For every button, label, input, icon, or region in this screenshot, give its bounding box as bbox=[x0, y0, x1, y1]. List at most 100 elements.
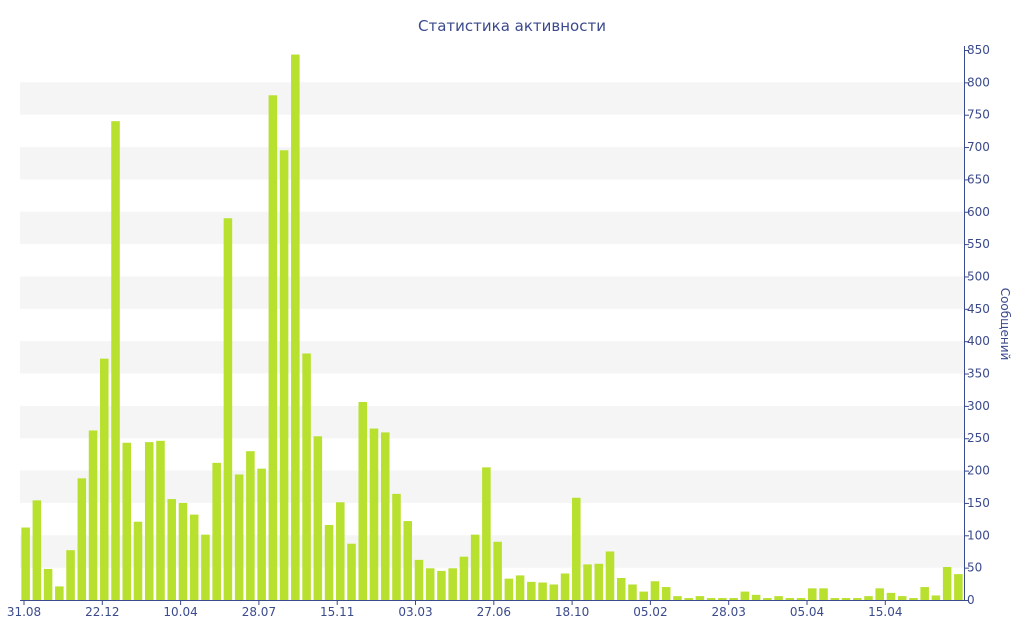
grid-band bbox=[20, 405, 964, 439]
bar bbox=[178, 502, 188, 600]
bar bbox=[875, 588, 884, 600]
y-tick-label: 550 bbox=[967, 237, 990, 251]
bar bbox=[729, 598, 738, 600]
bar bbox=[201, 534, 210, 600]
bars bbox=[21, 54, 963, 601]
x-tick-label: 18.10 bbox=[555, 605, 589, 619]
grid-band bbox=[20, 276, 964, 309]
bar bbox=[841, 598, 851, 600]
y-tick-label: 500 bbox=[967, 269, 990, 283]
x-tick-label: 15.11 bbox=[320, 605, 354, 619]
bar bbox=[774, 596, 783, 600]
bar bbox=[313, 436, 323, 600]
bar bbox=[358, 402, 368, 600]
bar bbox=[650, 581, 660, 600]
y-axis-ticks: 0 50 100 150 200 250 300 350 400 450 500 550 600 650 7… bbox=[964, 43, 990, 607]
y-tick-label: 0 bbox=[967, 593, 975, 607]
bar bbox=[920, 587, 929, 600]
y-tick-label: 800 bbox=[967, 75, 990, 89]
bar bbox=[223, 218, 233, 601]
bar bbox=[189, 514, 199, 600]
bar bbox=[21, 527, 30, 600]
bar bbox=[830, 598, 840, 600]
bar bbox=[493, 541, 502, 600]
y-tick-label: 600 bbox=[967, 205, 990, 219]
y-tick-label: 300 bbox=[967, 399, 990, 413]
x-tick-label: 05.02 bbox=[633, 605, 667, 619]
y-tick-label: 450 bbox=[967, 302, 990, 316]
y-tick-label: 650 bbox=[967, 172, 990, 186]
y-tick-label: 200 bbox=[967, 464, 990, 478]
bar bbox=[212, 462, 221, 600]
y-tick-label: 700 bbox=[967, 140, 990, 154]
bar bbox=[864, 596, 873, 600]
bar bbox=[538, 582, 547, 600]
bar bbox=[43, 568, 53, 600]
bar bbox=[167, 499, 176, 600]
bar bbox=[111, 121, 120, 601]
bar bbox=[763, 598, 772, 600]
bar bbox=[954, 574, 963, 600]
y-tick-label: 750 bbox=[967, 108, 990, 122]
y-tick-label: 850 bbox=[967, 43, 990, 57]
bar bbox=[403, 521, 412, 600]
bar bbox=[234, 474, 244, 600]
bar bbox=[66, 550, 75, 600]
bar bbox=[448, 568, 457, 600]
x-tick-label: 15.04 bbox=[868, 605, 902, 619]
bar bbox=[156, 440, 165, 600]
bar bbox=[808, 588, 817, 600]
bar bbox=[796, 598, 806, 600]
x-tick-label: 05.04 bbox=[790, 605, 824, 619]
bar bbox=[852, 598, 862, 600]
bar bbox=[504, 578, 514, 600]
grid-band bbox=[20, 211, 964, 245]
bar bbox=[291, 54, 300, 600]
grid-band bbox=[20, 147, 964, 180]
grid-band bbox=[20, 535, 964, 568]
bar bbox=[482, 467, 491, 600]
bar bbox=[549, 584, 559, 600]
bar bbox=[785, 598, 795, 600]
x-tick-label: 28.03 bbox=[712, 605, 746, 619]
bar bbox=[909, 598, 918, 600]
bar bbox=[133, 521, 143, 600]
x-tick-label: 28.07 bbox=[242, 605, 276, 619]
x-tick-label: 10.04 bbox=[163, 605, 197, 619]
bar bbox=[583, 564, 592, 600]
grid-band bbox=[20, 470, 964, 503]
bar bbox=[100, 358, 109, 600]
bar bbox=[336, 502, 345, 600]
y-tick-label: 150 bbox=[967, 496, 990, 510]
grid-band bbox=[20, 82, 964, 115]
bar bbox=[380, 432, 390, 600]
bar bbox=[527, 581, 536, 600]
bar bbox=[347, 543, 356, 600]
bar bbox=[572, 497, 581, 600]
y-tick-label: 400 bbox=[967, 334, 990, 348]
bar bbox=[144, 442, 154, 600]
chart-title: Статистика активности bbox=[418, 17, 606, 35]
bar bbox=[55, 586, 64, 600]
bar bbox=[279, 150, 289, 601]
bar bbox=[684, 598, 693, 600]
x-tick-label: 22.12 bbox=[85, 605, 119, 619]
bar bbox=[32, 500, 42, 600]
bar bbox=[639, 591, 648, 600]
bar bbox=[437, 570, 446, 600]
bar bbox=[302, 353, 311, 600]
bar bbox=[425, 568, 435, 600]
grid-bands bbox=[20, 82, 964, 568]
bar bbox=[560, 573, 570, 600]
bar bbox=[942, 567, 952, 600]
bar bbox=[740, 591, 750, 600]
bar bbox=[257, 468, 266, 600]
bar bbox=[661, 587, 671, 600]
bar bbox=[324, 524, 334, 600]
bar bbox=[695, 596, 705, 600]
x-axis-ticks: 31.08 22.12 10.04 28.07 15.11 03.03 27.06 18.10… bbox=[7, 600, 902, 619]
y-tick-label: 250 bbox=[967, 431, 990, 445]
y-tick-label: 50 bbox=[967, 561, 982, 575]
bar bbox=[616, 578, 626, 600]
